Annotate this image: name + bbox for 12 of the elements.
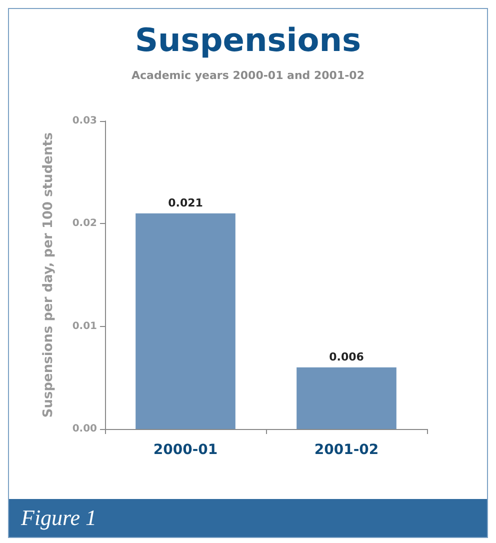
chart-subtitle: Academic years 2000-01 and 2001-02 [132, 69, 364, 82]
text: 0.03 [72, 116, 97, 126]
x-tick-label: 2000-01 [153, 442, 218, 458]
chart-title: Suspensions [134, 21, 362, 59]
y-axis-title: Suspensions per day, per 100 students [41, 132, 56, 418]
data-label: 0.006 [329, 350, 364, 364]
text: 0.02 [72, 218, 97, 230]
x-tick-label: 2001-02 [314, 442, 379, 458]
caption: Figure 1 [9, 499, 487, 537]
text: 0.01 [72, 320, 97, 332]
data-label: 0.021 [168, 196, 203, 210]
text: 0.00 [72, 424, 97, 434]
